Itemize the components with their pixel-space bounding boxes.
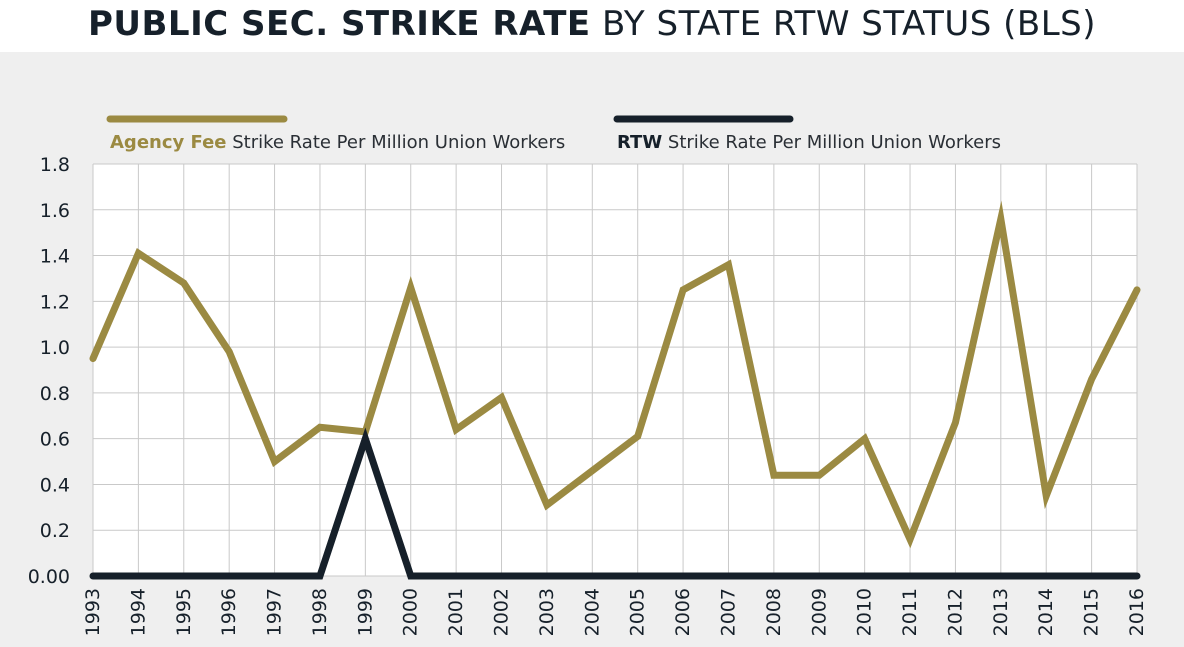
series-lines [89,200,1141,580]
x-tick-label: 2008 [763,588,785,636]
x-tick-label: 2016 [1126,588,1148,636]
x-tick-label: 2000 [400,588,422,636]
legend-label: Agency Fee Strike Rate Per Million Union… [110,132,565,153]
chart-panel: Agency Fee Strike Rate Per Million Union… [0,52,1184,647]
x-tick-label: 2006 [672,588,694,636]
x-axis: 1993 1994 1995 1996 1997 1998 1999 2000 2001 2002… [82,588,1148,636]
y-tick-label: 0.00 [28,566,70,588]
y-axis: 0.00 0.2 0.4 0.6 0.8 1.0 1.2 1.4 1.6 1.8 [28,154,70,588]
plot-area [93,164,1137,576]
y-tick-label: 0.4 [40,474,70,496]
y-tick-label: 1.2 [40,291,70,313]
x-tick-label: 1994 [127,588,149,636]
x-tick-label: 2001 [445,588,467,636]
y-tick-label: 1.6 [40,200,70,222]
x-tick-label: 2013 [990,588,1012,636]
x-tick-label: 1997 [264,588,286,636]
y-tick-label: 0.6 [40,429,70,451]
x-tick-label: 2002 [491,588,513,636]
legend-label: RTW Strike Rate Per Million Union Worker… [617,132,1001,153]
line-chart: Agency Fee Strike Rate Per Million Union… [28,115,1148,636]
x-tick-label: 2011 [899,588,921,636]
x-tick-label: 1999 [354,588,376,636]
x-tick-label: 2004 [581,588,603,636]
x-tick-label: 1998 [309,588,331,636]
grid-lines [92,163,1138,577]
series-line-1 [89,200,1141,549]
x-tick-label: 1996 [218,588,240,636]
x-tick-label: 2015 [1081,588,1103,636]
chart-title-bold: PUBLIC SEC. STRIKE RATE [87,4,591,44]
x-tick-label: 2010 [854,588,876,636]
y-tick-label: 1.8 [40,154,70,176]
chart-title-light: BY STATE RTW STATUS (BLS) [590,4,1096,44]
x-tick-label: 2014 [1035,588,1057,636]
x-tick-label: 1993 [82,588,104,636]
series-line-2 [89,427,1141,580]
chart-title: PUBLIC SEC. STRIKE RATE BY STATE RTW STA… [0,0,1184,52]
x-tick-label: 2007 [717,588,739,636]
x-tick-label: 1995 [173,588,195,636]
y-tick-label: 0.8 [40,383,70,405]
x-tick-label: 2005 [627,588,649,636]
x-tick-label: 2009 [808,588,830,636]
y-tick-label: 1.4 [40,246,70,268]
x-tick-label: 2003 [536,588,558,636]
y-tick-label: 0.2 [40,520,70,542]
x-tick-label: 2012 [944,588,966,636]
y-tick-label: 1.0 [40,337,70,359]
legend: Agency Fee Strike Rate Per Million Union… [106,115,1001,153]
